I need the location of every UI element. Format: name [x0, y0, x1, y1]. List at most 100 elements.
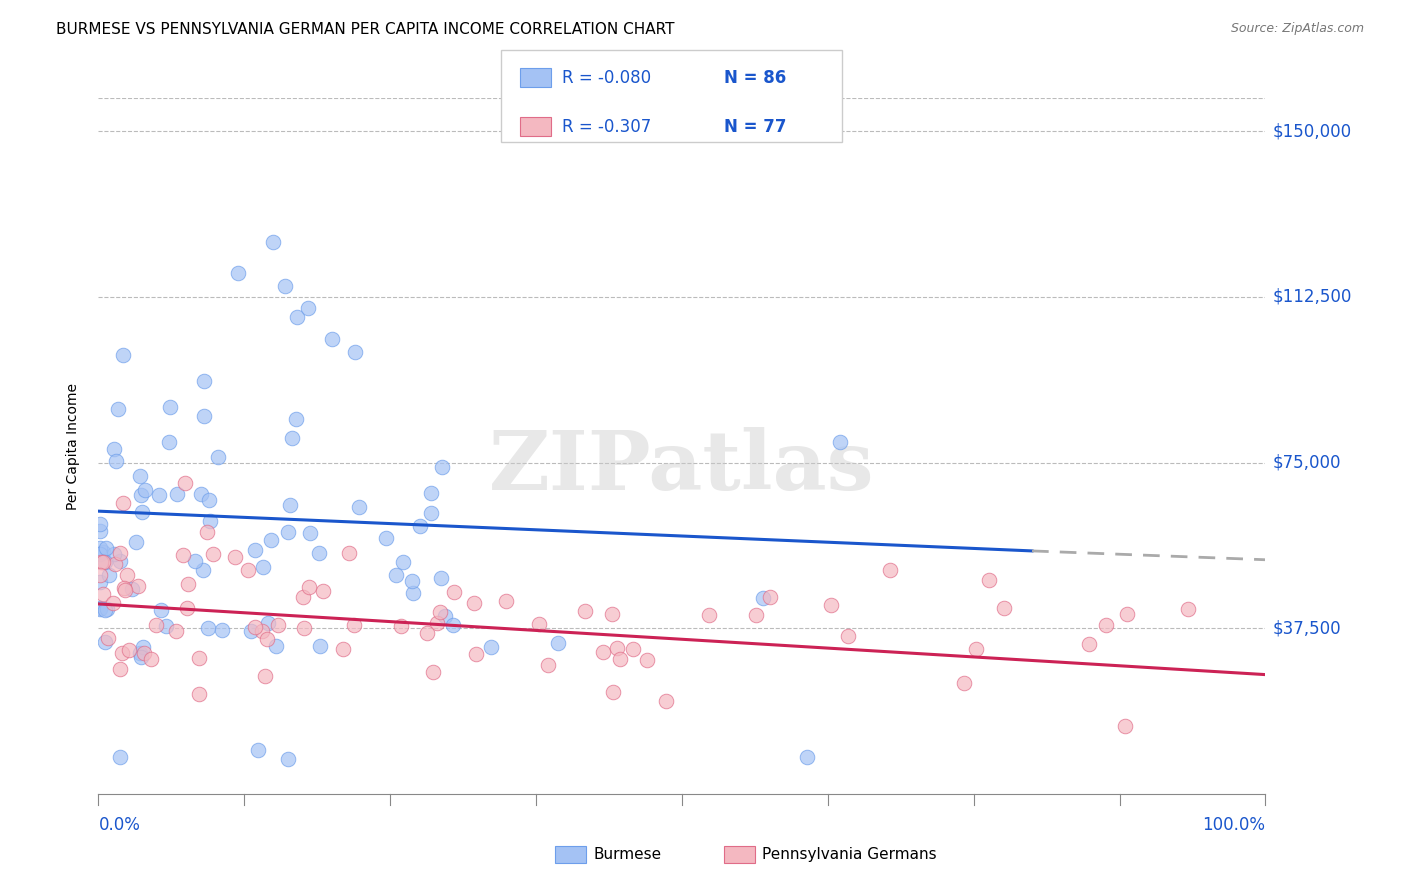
Point — [193, 374, 215, 388]
Point — [97, 631, 120, 645]
Point — [176, 577, 198, 591]
Point — [426, 615, 449, 630]
Point — [1078, 637, 1101, 651]
Point — [281, 431, 304, 445]
Text: $75,000: $75,000 — [1272, 453, 1341, 472]
Point — [89, 524, 111, 538]
Point — [197, 524, 219, 539]
Point — [463, 596, 485, 610]
Point — [347, 500, 370, 514]
Point — [90, 555, 112, 569]
Point — [621, 642, 644, 657]
Point — [228, 266, 250, 280]
Point — [89, 600, 111, 615]
Point — [176, 600, 198, 615]
Text: Pennsylvania Germans: Pennsylvania Germans — [762, 847, 936, 862]
Text: $112,500: $112,500 — [1272, 288, 1351, 306]
Point — [606, 641, 628, 656]
Point — [416, 625, 439, 640]
Point — [375, 531, 398, 545]
Point — [392, 555, 415, 569]
Point — [430, 460, 453, 475]
Point — [155, 619, 177, 633]
Point — [837, 629, 859, 643]
Point — [1114, 718, 1136, 732]
Point — [337, 546, 360, 560]
Point — [828, 434, 851, 449]
Point — [250, 624, 273, 639]
Point — [236, 564, 259, 578]
Point — [111, 646, 134, 660]
Point — [285, 310, 308, 324]
Point — [131, 505, 153, 519]
Point — [441, 617, 464, 632]
Point — [433, 609, 456, 624]
Point — [402, 586, 425, 600]
Point — [112, 581, 135, 595]
Text: N = 77: N = 77 — [724, 118, 786, 136]
Text: $37,500: $37,500 — [1272, 619, 1341, 637]
Point — [592, 645, 614, 659]
Point — [94, 555, 117, 569]
Point — [104, 558, 127, 572]
Point — [134, 646, 156, 660]
Point — [465, 647, 488, 661]
Point — [343, 617, 366, 632]
Point — [256, 632, 278, 646]
Point — [697, 608, 720, 623]
Point — [191, 563, 214, 577]
Point — [89, 548, 111, 562]
Point — [636, 653, 658, 667]
Point — [1177, 602, 1199, 616]
Text: R = -0.080: R = -0.080 — [562, 69, 651, 87]
Point — [443, 584, 465, 599]
Point — [159, 400, 181, 414]
Text: N = 86: N = 86 — [724, 69, 786, 87]
Point — [127, 579, 149, 593]
Point — [201, 547, 224, 561]
Point — [139, 651, 162, 665]
Point — [91, 586, 114, 600]
Point — [197, 622, 219, 636]
Point — [190, 487, 212, 501]
Point — [312, 583, 335, 598]
Point — [145, 618, 167, 632]
Point — [1115, 607, 1137, 622]
Point — [284, 412, 307, 426]
Point — [1095, 618, 1118, 632]
Point — [751, 591, 773, 605]
Point — [198, 514, 221, 528]
Point — [93, 555, 115, 569]
Point — [332, 641, 354, 656]
Point — [121, 582, 143, 596]
Point — [115, 568, 138, 582]
Point — [547, 636, 569, 650]
Point — [429, 605, 451, 619]
Point — [422, 665, 444, 679]
Point — [211, 624, 233, 638]
Point — [174, 475, 197, 490]
Point — [111, 496, 134, 510]
Point — [89, 602, 111, 616]
Point — [401, 574, 423, 588]
Point — [239, 624, 262, 638]
Point — [89, 517, 111, 532]
Point — [654, 694, 676, 708]
Point — [103, 442, 125, 456]
Point — [94, 603, 117, 617]
Point — [187, 651, 209, 665]
Point — [257, 616, 280, 631]
Point — [128, 646, 150, 660]
Point — [745, 608, 768, 623]
Point — [114, 582, 136, 597]
Point — [89, 541, 111, 555]
Text: 100.0%: 100.0% — [1202, 816, 1265, 834]
Point — [110, 662, 132, 676]
Point — [409, 519, 432, 533]
Point — [262, 235, 284, 249]
Text: R = -0.307: R = -0.307 — [562, 118, 651, 136]
Point — [96, 541, 118, 555]
Point — [128, 469, 150, 483]
Point — [277, 751, 299, 765]
Point — [308, 546, 330, 560]
